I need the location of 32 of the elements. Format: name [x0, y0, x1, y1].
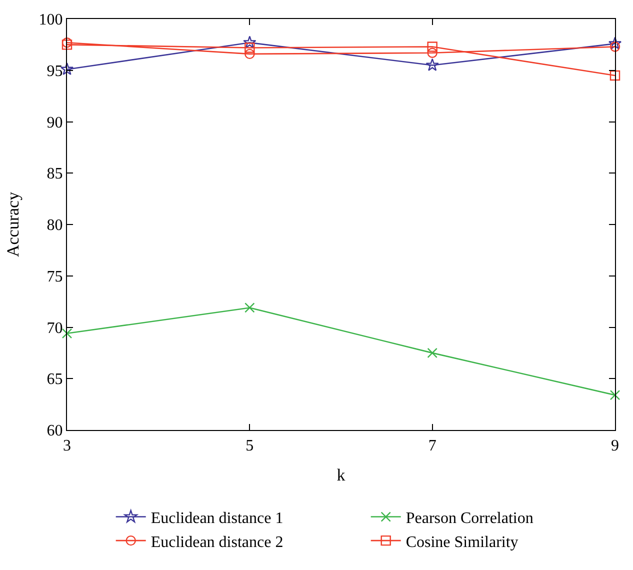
point — [610, 70, 620, 81]
y-tick-label: 95 — [46, 62, 63, 80]
point — [610, 42, 620, 52]
legend-label: Euclidean distance 2 — [150, 534, 284, 551]
point — [244, 42, 255, 53]
point — [427, 348, 438, 358]
point — [244, 48, 255, 60]
point — [62, 328, 72, 339]
y-tick-label: 100 — [38, 12, 63, 29]
point — [608, 36, 622, 50]
x-tick-label: 5 — [246, 437, 254, 454]
point — [244, 302, 255, 313]
x-axis-title: k — [336, 466, 346, 485]
y-tick-label: 60 — [46, 422, 63, 440]
point — [243, 36, 256, 48]
x-tick-label: 9 — [611, 437, 619, 454]
y-tick-label: 85 — [46, 166, 63, 183]
point — [610, 390, 620, 400]
y-tick-label: 90 — [46, 114, 63, 132]
x-tick-label: 3 — [63, 437, 71, 454]
point — [426, 58, 439, 71]
legend-label: Euclidean distance 1 — [150, 510, 284, 528]
point — [427, 48, 438, 58]
y-tick-label: 65 — [46, 371, 63, 388]
legend-label: Cosine Similarity — [406, 534, 518, 551]
y-axis-title: Accuracy — [3, 191, 22, 258]
y-tick-label: 70 — [46, 320, 63, 337]
y-tick-label: 75 — [46, 268, 63, 286]
x-tick-label: 7 — [428, 437, 436, 454]
point — [427, 42, 438, 52]
y-tick-label: 80 — [46, 217, 63, 234]
legend-label: Pearson Correlation — [406, 510, 534, 528]
